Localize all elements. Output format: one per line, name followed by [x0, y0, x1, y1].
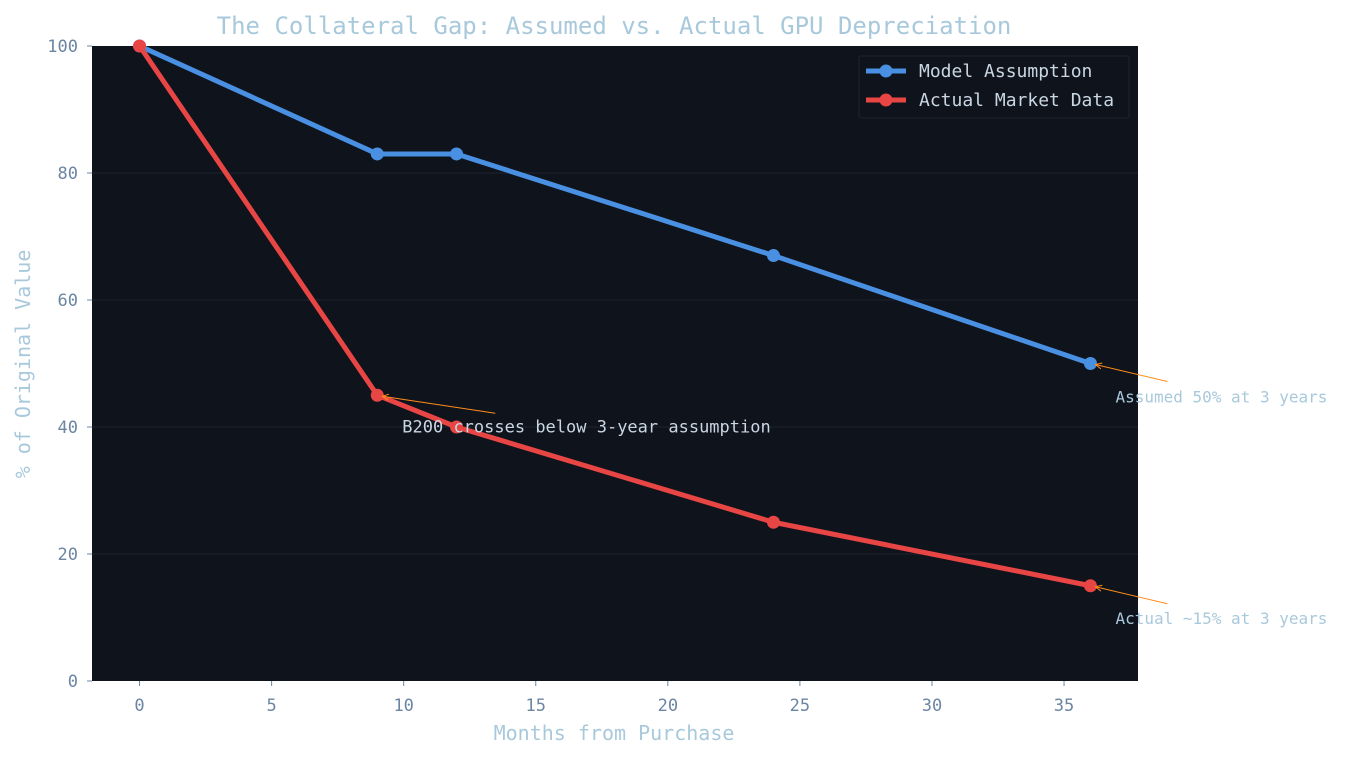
legend-box [858, 55, 1130, 119]
x-tick-label: 25 [790, 696, 810, 716]
data-point [450, 147, 464, 161]
annotation-text: Actual ~15% at 3 years [1115, 609, 1327, 628]
y-tick-label: 40 [58, 418, 78, 438]
x-tick-label: 35 [1054, 696, 1074, 716]
legend-label: Model Assumption [919, 61, 1092, 82]
data-point [450, 420, 464, 434]
x-tick-label: 0 [134, 696, 144, 716]
annotation-arrowhead [381, 393, 390, 401]
annotation-arrow [1095, 586, 1168, 605]
chart-title: The Collateral Gap: Assumed vs. Actual G… [217, 12, 1012, 40]
x-tick-label: 10 [393, 696, 413, 716]
x-axis-label: Months from Purchase [494, 721, 735, 745]
x-tick-label: 5 [266, 696, 276, 716]
x-tick-label: 15 [526, 696, 546, 716]
gridlines [92, 172, 1138, 555]
legend-swatch-marker [879, 93, 893, 107]
y-axis-label: % of Original Value [11, 250, 35, 479]
series-layer [133, 39, 1097, 593]
annotation-text: B200 crosses below 3-year assumption [402, 417, 770, 437]
data-point [370, 147, 384, 161]
y-tick-label: 100 [47, 37, 78, 57]
y-tick-label: 0 [68, 672, 78, 692]
y-tick-label: 20 [58, 545, 78, 565]
axes: 0 20 40 60 80 100 0 5 10 15 20 25 30 35 [47, 37, 1074, 716]
annotation-arrow [1095, 364, 1168, 382]
legend: Model Assumption Actual Market Data [858, 55, 1130, 119]
y-tick-label: 80 [58, 164, 78, 184]
x-tick-label: 30 [922, 696, 942, 716]
legend-label: Actual Market Data [919, 90, 1114, 111]
y-tick-label: 60 [58, 291, 78, 311]
data-point [370, 388, 384, 402]
data-point [133, 39, 147, 53]
annotations: B200 crosses below 3-year assumption Assu… [381, 362, 1327, 628]
plot-area [92, 46, 1138, 681]
data-point [1083, 357, 1097, 370]
annotation-arrowhead [1094, 584, 1103, 592]
data-point [766, 515, 780, 529]
annotation-arrowhead [1094, 362, 1103, 370]
legend-swatch-marker [879, 64, 893, 78]
data-point [766, 249, 780, 263]
annotation-arrow [382, 395, 496, 414]
x-tick-label: 20 [658, 696, 678, 716]
data-point [1083, 579, 1097, 593]
annotation-text: Assumed 50% at 3 years [1115, 388, 1327, 407]
